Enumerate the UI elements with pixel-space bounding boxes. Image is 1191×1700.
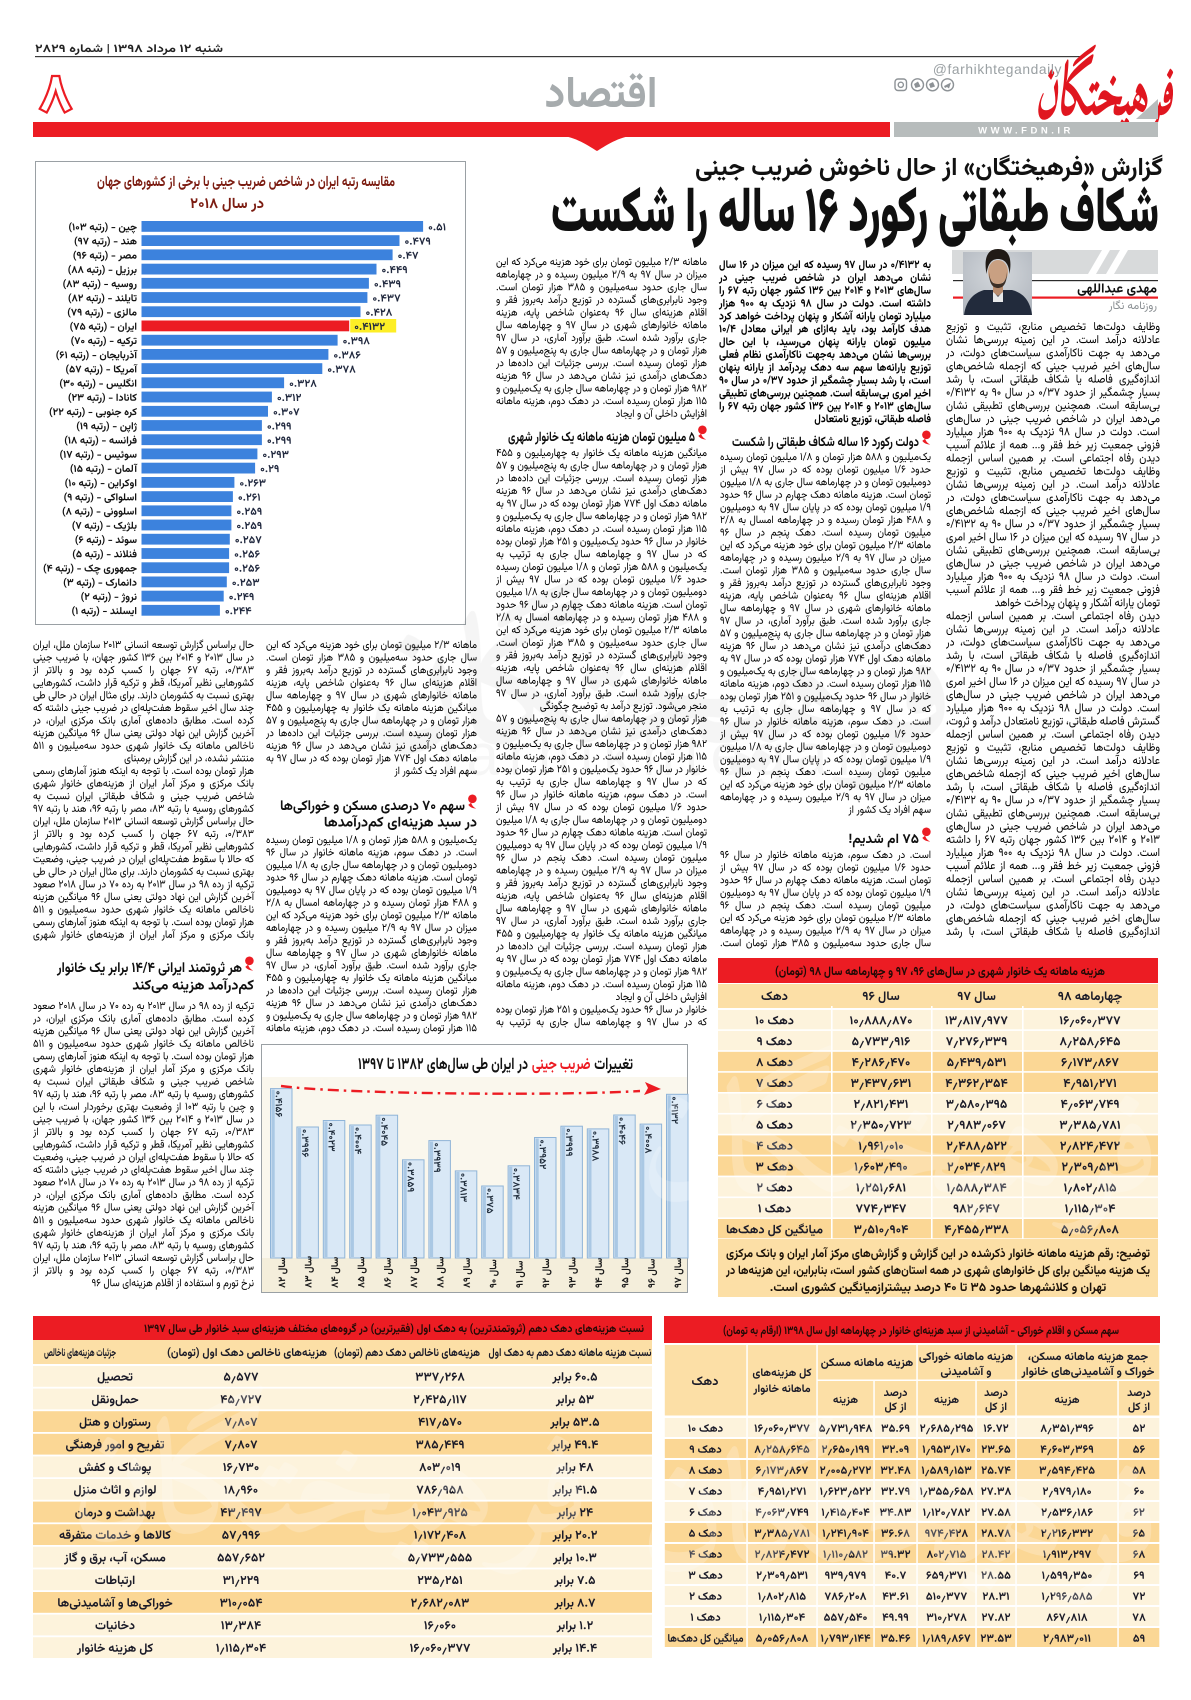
svg-text:@farhikhtegandaily: @farhikhtegandaily (933, 62, 1062, 77)
svg-text:WWW.FDN.IR: WWW.FDN.IR (978, 126, 1074, 137)
